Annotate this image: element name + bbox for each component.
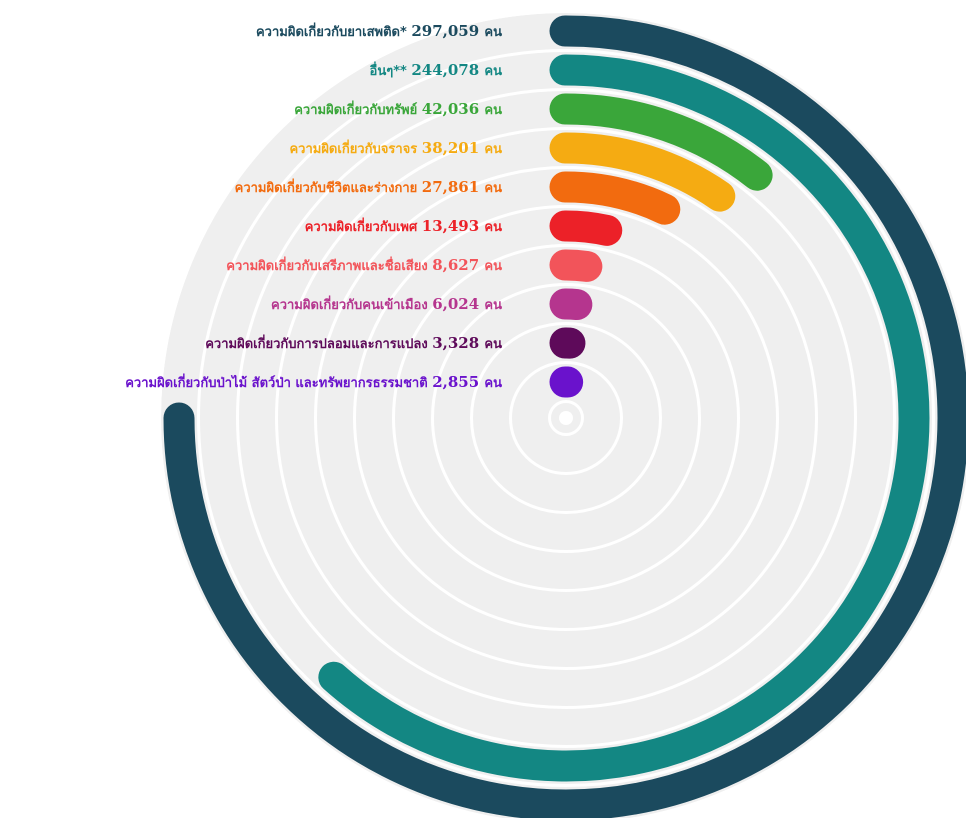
value-label: 8,627: [432, 256, 484, 274]
bar-label-9: ความผิดเกี่ยวกับการปลอมและการแปลง 3,328 …: [205, 334, 502, 352]
unit-label: คน: [484, 181, 502, 196]
category-label: ความผิดเกี่ยวกับคนเข้าเมือง: [271, 295, 432, 313]
bar-label-7: ความผิดเกี่ยวกับเสรีภาพและชื่อเสียง 8,62…: [226, 256, 502, 274]
bar-7: [565, 265, 587, 266]
value-label: 297,059: [411, 22, 484, 40]
category-label: ความผิดเกี่ยวกับยาเสพติด*: [256, 22, 411, 40]
unit-label: คน: [484, 298, 502, 313]
bar-label-6: ความผิดเกี่ยวกับเพศ 13,493 คน: [305, 217, 502, 235]
value-label: 38,201: [422, 139, 485, 157]
value-label: 42,036: [422, 100, 485, 118]
unit-label: คน: [484, 220, 502, 235]
value-label: 13,493: [422, 217, 485, 235]
unit-label: คน: [484, 25, 502, 40]
unit-label: คน: [484, 103, 502, 118]
bar-label-5: ความผิดเกี่ยวกับชีวิตและร่างกาย 27,861 ค…: [235, 178, 502, 196]
value-label: 244,078: [411, 61, 484, 79]
value-label: 3,328: [432, 334, 484, 352]
value-label: 2,855: [432, 373, 484, 391]
bar-label-2: อื่นๆ** 244,078 คน: [369, 61, 502, 79]
unit-label: คน: [484, 64, 502, 79]
category-label: ความผิดเกี่ยวกับเพศ: [305, 217, 422, 235]
bar-label-10: ความผิดเกี่ยวกับป่าไม้ สัตว์ป่า และทรัพย…: [125, 373, 502, 391]
unit-label: คน: [484, 142, 502, 157]
category-label: ความผิดเกี่ยวกับชีวิตและร่างกาย: [235, 178, 422, 196]
unit-label: คน: [484, 337, 502, 352]
bar-label-8: ความผิดเกี่ยวกับคนเข้าเมือง 6,024 คน: [271, 295, 502, 313]
bar-8: [565, 304, 577, 305]
unit-label: คน: [484, 376, 502, 391]
value-label: 27,861: [422, 178, 485, 196]
value-label: 6,024: [432, 295, 484, 313]
category-label: อื่นๆ**: [369, 61, 411, 79]
category-label: ความผิดเกี่ยวกับเสรีภาพและชื่อเสียง: [226, 256, 432, 274]
bar-label-1: ความผิดเกี่ยวกับยาเสพติด* 297,059 คน: [256, 22, 502, 40]
category-label: ความผิดเกี่ยวกับการปลอมและการแปลง: [205, 334, 432, 352]
category-label: ความผิดเกี่ยวกับจราจร: [289, 139, 421, 157]
unit-label: คน: [484, 259, 502, 274]
bar-label-4: ความผิดเกี่ยวกับจราจร 38,201 คน: [289, 139, 502, 157]
bar-6: [565, 226, 607, 230]
bar-label-3: ความผิดเกี่ยวกับทรัพย์ 42,036 คน: [294, 100, 502, 118]
category-label: ความผิดเกี่ยวกับป่าไม้ สัตว์ป่า และทรัพย…: [125, 373, 432, 391]
category-label: ความผิดเกี่ยวกับทรัพย์: [294, 100, 422, 118]
center-dot: [559, 411, 573, 425]
